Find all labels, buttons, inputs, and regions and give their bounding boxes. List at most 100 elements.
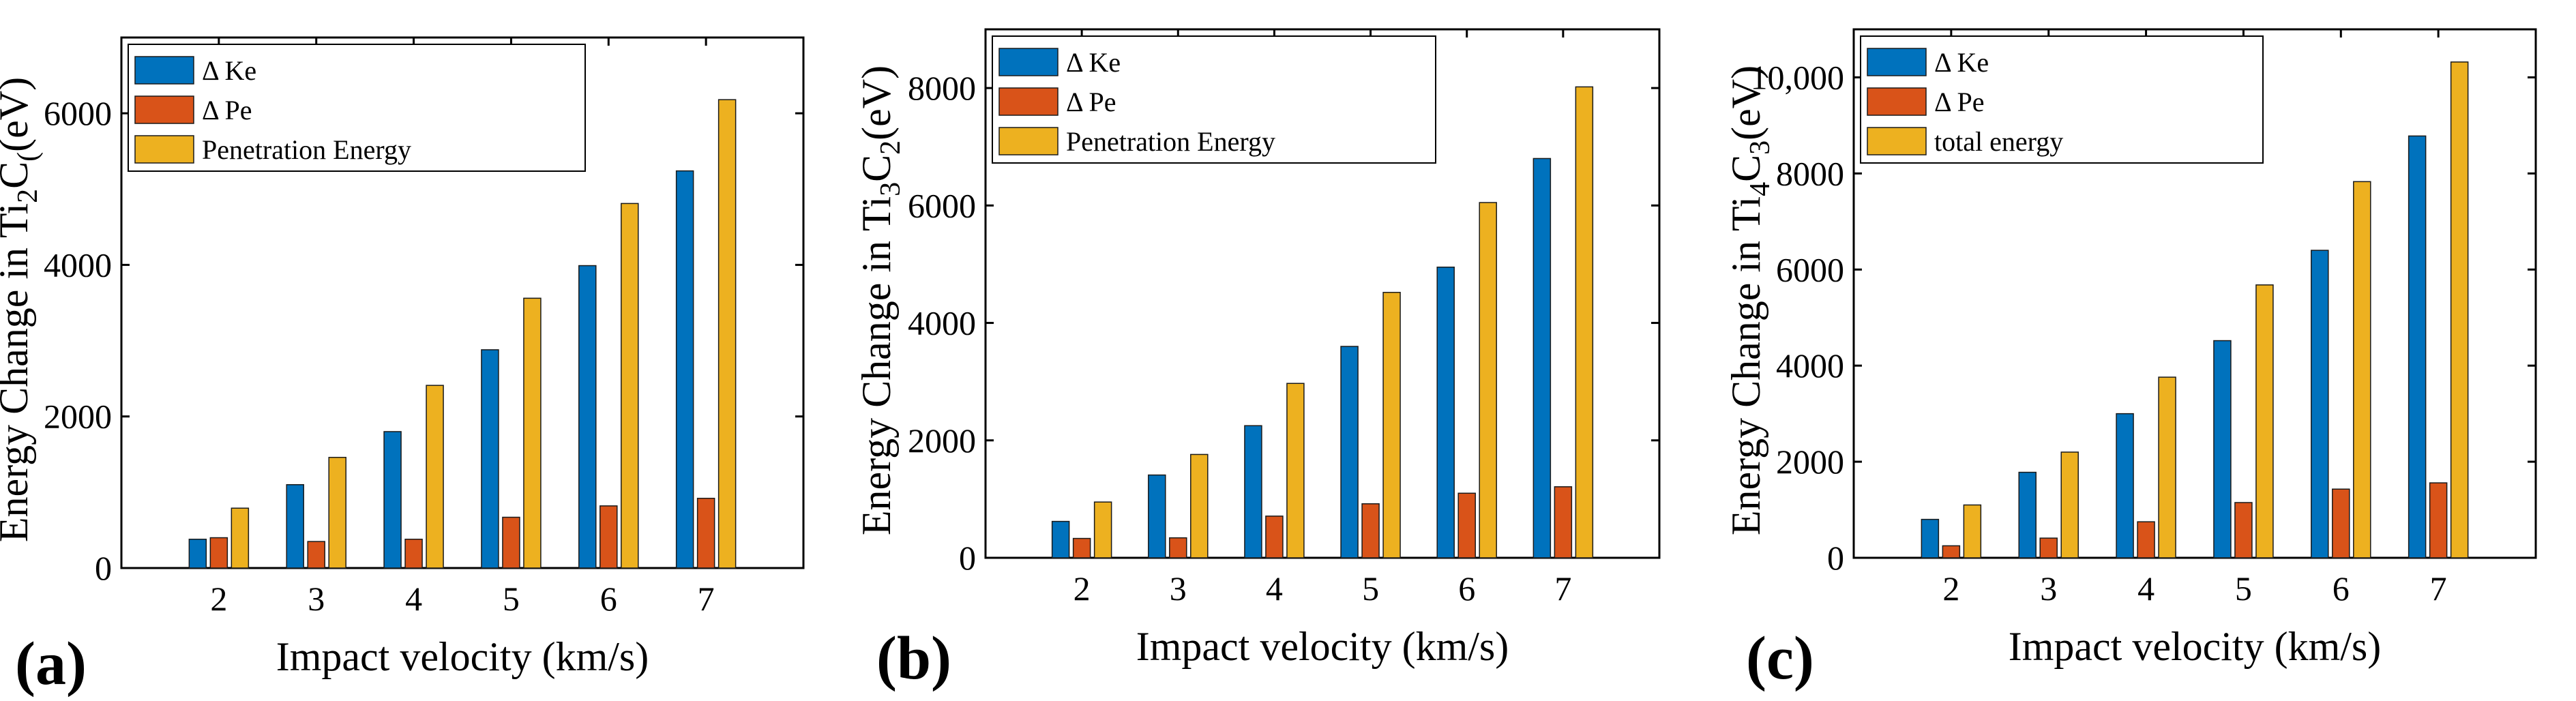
- x-tick-label: 2: [1074, 569, 1091, 608]
- y-axis-label-part: 3: [875, 182, 906, 196]
- bar-pen-2: [231, 507, 250, 569]
- bar-pen-6: [1479, 202, 1497, 558]
- bar-pe-6: [1457, 492, 1476, 558]
- bar-pen-7: [1575, 86, 1594, 558]
- y-tick-label: 2000: [44, 398, 112, 436]
- legend-label-pe: Δ Pe: [1934, 87, 1985, 117]
- y-axis-label-part: 2: [12, 189, 44, 203]
- x-tick-label: 3: [308, 580, 325, 618]
- x-axis-label: Impact velocity (km/s): [276, 634, 649, 679]
- legend-label-pen: Penetration Energy: [202, 134, 411, 165]
- bar-pen-4: [426, 385, 444, 569]
- legend-swatch-pe: [1867, 87, 1927, 116]
- legend-box: [1860, 35, 2264, 164]
- x-tick-label: 7: [698, 580, 715, 618]
- bar-ke-5: [2213, 340, 2232, 558]
- bar-ke-7: [2408, 135, 2427, 558]
- legend-label-ke: Δ Ke: [1934, 47, 1989, 78]
- bar-pe-6: [599, 505, 618, 569]
- bar-ke-2: [1051, 520, 1070, 558]
- x-tick-label: 5: [1362, 569, 1379, 608]
- bar-pen-4: [1286, 383, 1305, 558]
- bar-ke-7: [675, 170, 694, 569]
- bar-ke-6: [2311, 250, 2329, 558]
- legend-label-pen: Penetration Energy: [1066, 126, 1275, 157]
- y-axis-label-part: C: [0, 162, 36, 189]
- plot-frame: [120, 36, 805, 569]
- y-tick-label: 0: [1827, 539, 1844, 577]
- bar-pen-2: [1093, 501, 1112, 558]
- bar-ke-7: [1533, 158, 1552, 558]
- legend-label-ke: Δ Ke: [1066, 47, 1121, 78]
- y-tick-label: 10,000: [1751, 58, 1845, 96]
- y-axis-label-part: 3: [1745, 140, 1776, 155]
- bar-pen-6: [621, 203, 639, 569]
- legend-swatch-ke: [1867, 48, 1927, 76]
- bar-pe-7: [696, 497, 715, 569]
- x-tick-label: 2: [1942, 569, 1959, 608]
- legend-swatch-pen: [1867, 127, 1927, 155]
- y-tick-label: 2000: [908, 421, 976, 460]
- bar-ke-3: [286, 483, 304, 569]
- bar-pen-5: [1382, 292, 1401, 558]
- x-tick-label: 3: [1170, 569, 1187, 608]
- x-tick-label: 4: [2137, 569, 2155, 608]
- x-axis-label: Impact velocity (km/s): [2009, 624, 2382, 669]
- y-tick-label: 8000: [1776, 154, 1844, 192]
- bar-pe-5: [502, 516, 520, 569]
- y-tick-label: 4000: [44, 245, 112, 284]
- legend-swatch-pen: [998, 127, 1058, 155]
- legend-swatch-ke: [134, 56, 194, 85]
- bar-pe-7: [1554, 486, 1573, 558]
- y-tick-label: 4000: [908, 304, 976, 342]
- bar-pe-4: [1265, 516, 1284, 558]
- x-tick-label: 5: [503, 580, 520, 618]
- x-tick-label: 7: [2430, 569, 2447, 608]
- y-axis-label-part: C: [1723, 155, 1768, 182]
- bar-pen-5: [2255, 284, 2274, 558]
- bar-pe-5: [1361, 503, 1380, 558]
- panel-label: (c): [1746, 625, 1814, 692]
- bar-pe-5: [2234, 502, 2253, 558]
- legend-label-ke: Δ Ke: [202, 55, 256, 86]
- y-axis-label-part: (eV): [1723, 65, 1768, 140]
- y-axis-label-part: (eV): [0, 77, 36, 152]
- legend: Δ Ke Δ Pe total energy: [1860, 35, 2264, 164]
- x-tick-label: 7: [1554, 569, 1571, 608]
- bar-pe-2: [209, 537, 228, 569]
- y-axis-label-part: (: [12, 152, 44, 162]
- plot-frame: [1852, 28, 2537, 559]
- bar-pen-3: [2060, 451, 2079, 558]
- legend-box: [128, 44, 586, 172]
- y-tick-label: 6000: [44, 94, 112, 132]
- bar-pen-3: [328, 456, 346, 569]
- bar-pe-7: [2429, 482, 2448, 558]
- y-axis-label-part: (eV): [854, 65, 899, 140]
- y-tick-label: 6000: [908, 186, 976, 224]
- bar-pe-3: [2039, 537, 2058, 558]
- bar-ke-3: [2018, 471, 2037, 558]
- bar-pe-2: [1942, 545, 1961, 558]
- legend-label-pe: Δ Pe: [1066, 87, 1116, 117]
- bar-pen-3: [1190, 453, 1209, 558]
- bar-pe-2: [1072, 537, 1091, 558]
- y-axis-label-part: 4: [1745, 182, 1776, 196]
- x-axis-label: Impact velocity (km/s): [1136, 624, 1509, 669]
- y-axis-label: Energy Change in Ti3C2(eV): [854, 65, 906, 535]
- bar-ke-2: [1921, 518, 1940, 558]
- x-tick-label: 4: [405, 580, 422, 618]
- y-tick-label: 0: [95, 549, 112, 587]
- legend: Δ Ke Δ Pe Penetration Energy: [128, 44, 586, 172]
- legend-label-pen: total energy: [1934, 126, 2063, 157]
- y-tick-label: 2000: [1776, 443, 1844, 481]
- bar-ke-2: [188, 539, 207, 569]
- chart-panel-3: 0 2000 4000 6000 8000 10,000 2 3 4 5 6 7 Δ Ke Δ Pe tot…: [1723, 28, 2537, 692]
- legend-box: [992, 35, 1436, 164]
- legend-swatch-pe: [998, 87, 1058, 116]
- x-tick-label: 5: [2235, 569, 2252, 608]
- bar-ke-3: [1148, 474, 1166, 558]
- chart-panel-1: 0 2000 4000 6000 2 3 4 5 6 7 Δ Ke Δ Pe Penetration E…: [0, 36, 805, 698]
- panel-label: (a): [15, 630, 87, 698]
- x-tick-label: 4: [1266, 569, 1283, 608]
